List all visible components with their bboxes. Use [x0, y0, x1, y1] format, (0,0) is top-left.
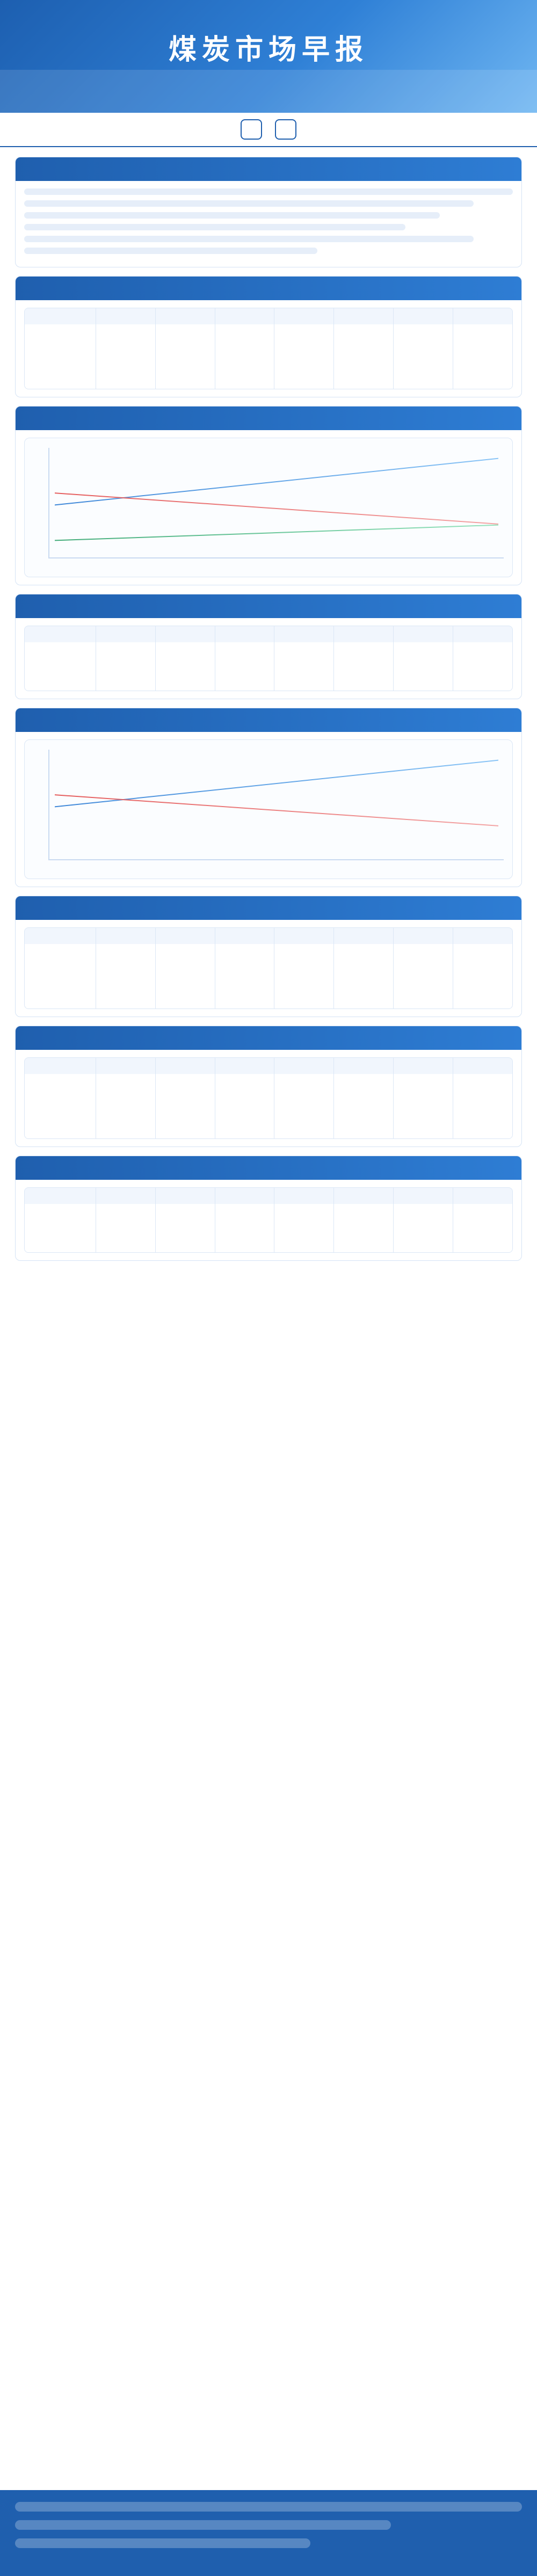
- table-row: [25, 944, 512, 960]
- table-header-1: [16, 277, 521, 300]
- chart-header-1: [16, 407, 521, 430]
- brand-pill-right: [275, 119, 297, 140]
- text-line: [24, 224, 405, 230]
- chart-header-2: [16, 708, 521, 732]
- data-table: [24, 1057, 513, 1139]
- report-footer: [0, 2490, 537, 2576]
- data-table: [24, 927, 513, 1009]
- table-header-row: [25, 626, 512, 642]
- table-row: [25, 674, 512, 691]
- chart-series-line: [55, 492, 498, 525]
- text-line: [24, 248, 317, 254]
- table-header-row: [25, 308, 512, 324]
- table-block-4: [15, 1026, 522, 1147]
- table-row: [25, 642, 512, 658]
- table-row: [25, 1236, 512, 1252]
- table-row: [25, 1074, 512, 1090]
- table-body-4: [16, 1050, 521, 1146]
- table-row: [25, 1106, 512, 1122]
- table-header-2: [16, 594, 521, 618]
- summary-block: [15, 157, 522, 267]
- chart-axis-y: [48, 750, 49, 860]
- table-header-row: [25, 928, 512, 944]
- chart-body-2: [16, 732, 521, 887]
- report-hero: 煤炭市场早报: [0, 0, 537, 113]
- table-row: [25, 1204, 512, 1220]
- chart-axis-y: [48, 448, 49, 558]
- footer-line: [15, 2502, 522, 2512]
- table-row: [25, 1122, 512, 1138]
- brand-row: [0, 113, 537, 147]
- table-block-1: [15, 276, 522, 397]
- report-title: 煤炭市场早报: [168, 34, 368, 66]
- chart-series-line: [55, 458, 498, 506]
- brand-pill-left: [240, 119, 262, 140]
- summary-body: [16, 181, 521, 267]
- table-body-5: [16, 1180, 521, 1260]
- table-body-2: [16, 618, 521, 699]
- data-table: [24, 626, 513, 691]
- table-row: [25, 373, 512, 389]
- line-chart: [24, 739, 513, 879]
- text-line: [24, 188, 513, 195]
- chart-axis-x: [48, 557, 504, 558]
- text-line: [24, 236, 474, 242]
- table-block-5: [15, 1156, 522, 1261]
- table-row: [25, 992, 512, 1008]
- chart-axis-x: [48, 859, 504, 860]
- hero-band: [0, 70, 537, 113]
- data-table: [24, 1187, 513, 1253]
- table-row: [25, 357, 512, 373]
- table-body-1: [16, 300, 521, 397]
- chart-block-2: [15, 708, 522, 887]
- table-header-row: [25, 1058, 512, 1074]
- table-row: [25, 1090, 512, 1106]
- table-row: [25, 976, 512, 992]
- table-block-2: [15, 594, 522, 699]
- data-table: [24, 308, 513, 389]
- table-body-3: [16, 920, 521, 1017]
- report-content: [0, 147, 537, 1261]
- chart-body-1: [16, 430, 521, 585]
- text-line: [24, 212, 440, 219]
- chart-series-line: [55, 524, 498, 541]
- table-row: [25, 960, 512, 976]
- table-header-row: [25, 1188, 512, 1204]
- table-row: [25, 1220, 512, 1236]
- table-row: [25, 658, 512, 674]
- footer-line: [15, 2520, 391, 2530]
- table-header-4: [16, 1026, 521, 1050]
- table-header-5: [16, 1156, 521, 1180]
- line-chart: [24, 438, 513, 577]
- chart-block-1: [15, 406, 522, 585]
- footer-line: [15, 2538, 310, 2548]
- summary-header: [16, 157, 521, 181]
- table-header-3: [16, 896, 521, 920]
- chart-series-line: [55, 794, 498, 826]
- table-block-3: [15, 896, 522, 1017]
- chart-series-line: [55, 759, 498, 808]
- text-line: [24, 200, 474, 207]
- table-row: [25, 324, 512, 340]
- table-row: [25, 340, 512, 357]
